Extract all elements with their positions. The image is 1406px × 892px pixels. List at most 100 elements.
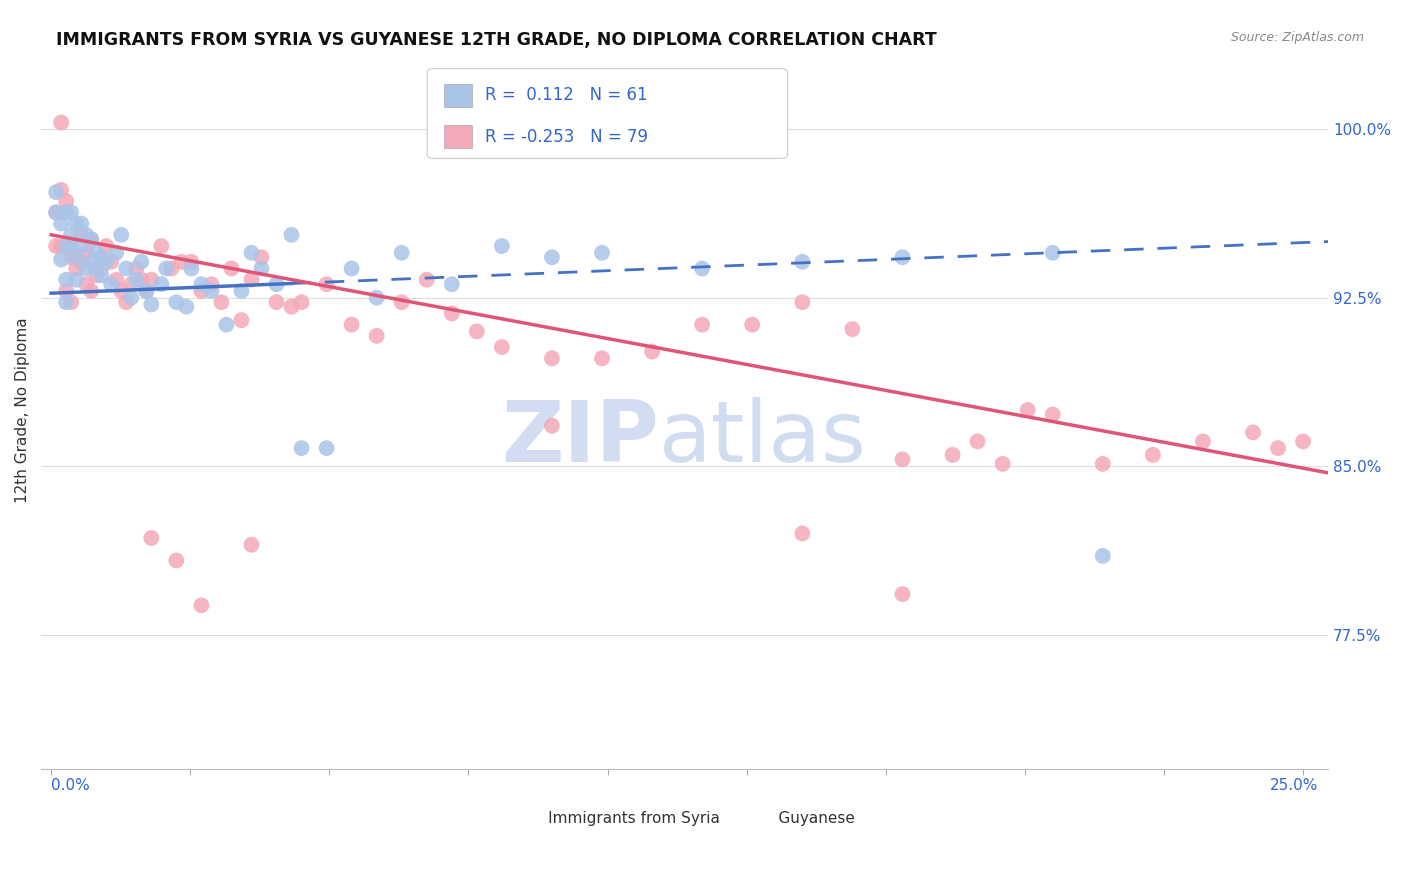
Point	[75, 261, 97, 276]
Point	[60, 205, 83, 219]
Point	[340, 261, 363, 276]
Point	[591, 245, 613, 260]
Point	[65, 250, 87, 264]
Point	[991, 457, 1014, 471]
Point	[49, 252, 72, 267]
Point	[1042, 408, 1064, 422]
Point	[165, 553, 187, 567]
Point	[45, 205, 67, 219]
Text: 25.0%: 25.0%	[1270, 778, 1317, 793]
Point	[45, 185, 67, 199]
Point	[90, 250, 112, 264]
Point	[1192, 434, 1215, 449]
Point	[55, 194, 77, 208]
Point	[221, 261, 243, 276]
Point	[290, 295, 312, 310]
Point	[70, 217, 93, 231]
Point	[90, 261, 112, 276]
Point	[491, 239, 513, 253]
Point	[741, 318, 763, 332]
Point	[641, 344, 664, 359]
FancyBboxPatch shape	[745, 813, 768, 830]
Point	[96, 254, 118, 268]
Point	[250, 250, 273, 264]
Point	[75, 277, 97, 292]
Point	[125, 273, 148, 287]
Point	[315, 277, 337, 292]
Point	[55, 284, 77, 298]
Point	[190, 599, 212, 613]
Point	[280, 300, 302, 314]
Point	[60, 239, 83, 253]
FancyBboxPatch shape	[498, 813, 522, 830]
Point	[176, 300, 198, 314]
Point	[55, 295, 77, 310]
Point	[792, 526, 814, 541]
Text: R = -0.253   N = 79: R = -0.253 N = 79	[485, 128, 648, 145]
Point	[541, 351, 564, 366]
Point	[75, 245, 97, 260]
Point	[841, 322, 863, 336]
Point	[792, 295, 814, 310]
Point	[792, 254, 814, 268]
Point	[190, 284, 212, 298]
Text: 0.0%: 0.0%	[51, 778, 90, 793]
Point	[125, 261, 148, 276]
Point	[231, 313, 253, 327]
Point	[155, 261, 177, 276]
Point	[105, 245, 128, 260]
Point	[129, 273, 152, 287]
Point	[84, 268, 107, 283]
Text: ZIP: ZIP	[501, 397, 659, 480]
Point	[45, 239, 67, 253]
Point	[90, 268, 112, 283]
Point	[84, 261, 107, 276]
Point	[135, 284, 157, 298]
Point	[1091, 549, 1114, 563]
Point	[891, 452, 914, 467]
Point	[55, 205, 77, 219]
Point	[1091, 457, 1114, 471]
Point	[141, 273, 163, 287]
Point	[190, 277, 212, 292]
Point	[891, 587, 914, 601]
Point	[170, 254, 193, 268]
Point	[141, 297, 163, 311]
Point	[491, 340, 513, 354]
Point	[415, 273, 437, 287]
Point	[120, 277, 142, 292]
Point	[591, 351, 613, 366]
Point	[80, 284, 103, 298]
Point	[1042, 245, 1064, 260]
Point	[120, 291, 142, 305]
Point	[65, 217, 87, 231]
Point	[1142, 448, 1164, 462]
Point	[80, 232, 103, 246]
Point	[115, 295, 138, 310]
Point	[440, 277, 463, 292]
Point	[60, 250, 83, 264]
Point	[541, 418, 564, 433]
Point	[215, 318, 238, 332]
Point	[75, 227, 97, 242]
Point	[250, 261, 273, 276]
Point	[280, 227, 302, 242]
Point	[60, 227, 83, 242]
FancyBboxPatch shape	[427, 69, 787, 159]
Point	[45, 205, 67, 219]
Text: atlas: atlas	[659, 397, 868, 480]
Point	[49, 217, 72, 231]
Point	[49, 115, 72, 129]
Point	[70, 239, 93, 253]
Point	[180, 254, 202, 268]
Point	[160, 261, 183, 276]
Point	[465, 325, 488, 339]
Point	[110, 227, 132, 242]
Point	[55, 273, 77, 287]
Point	[100, 254, 122, 268]
Point	[115, 261, 138, 276]
Point	[391, 295, 413, 310]
Point	[49, 239, 72, 253]
Point	[690, 261, 713, 276]
Point	[65, 261, 87, 276]
